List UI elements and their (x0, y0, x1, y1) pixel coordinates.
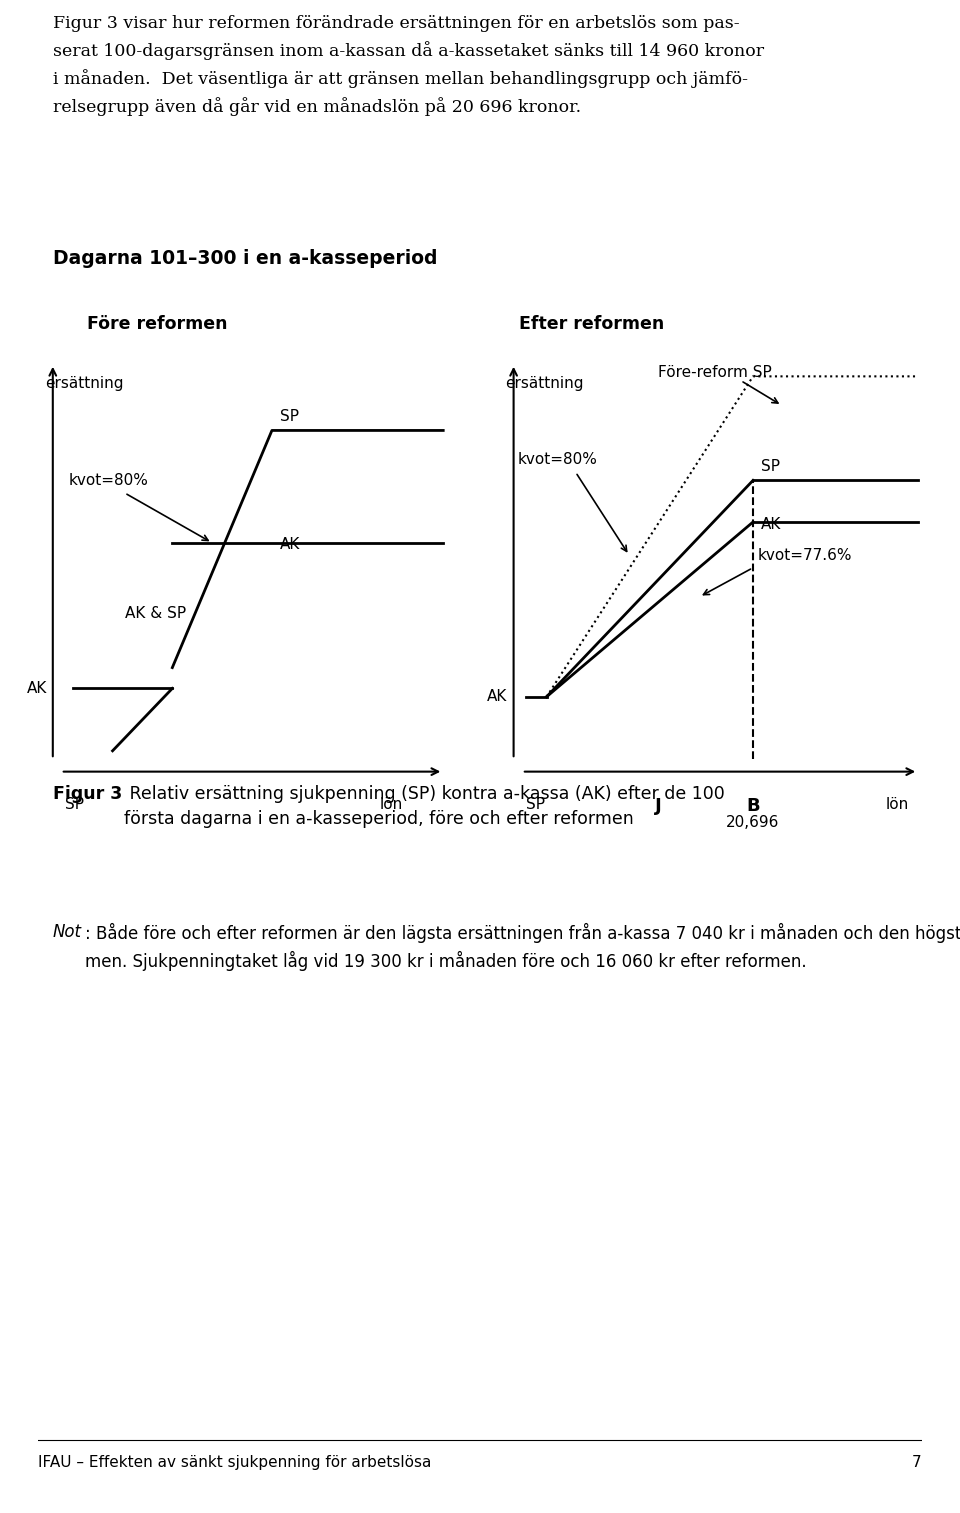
Text: Figur 3 visar hur reformen förändrade ersättningen för en arbetslös som pas-
ser: Figur 3 visar hur reformen förändrade er… (53, 15, 764, 115)
Text: 7: 7 (912, 1456, 922, 1469)
Text: SP: SP (526, 796, 545, 811)
Text: Dagarna 101–300 i en a-kasseperiod: Dagarna 101–300 i en a-kasseperiod (53, 250, 438, 268)
Text: AK & SP: AK & SP (125, 607, 185, 620)
Text: SP: SP (280, 409, 299, 424)
Text: lön: lön (886, 796, 909, 811)
Text: AK: AK (27, 681, 47, 696)
Text: Figur 3: Figur 3 (53, 785, 122, 803)
Text: Efter reformen: Efter reformen (519, 315, 664, 333)
Text: AK: AK (761, 516, 781, 531)
Text: lön: lön (380, 796, 403, 811)
Text: IFAU – Effekten av sänkt sjukpenning för arbetslösa: IFAU – Effekten av sänkt sjukpenning för… (38, 1456, 432, 1469)
Text: kvot=80%: kvot=80% (517, 452, 598, 468)
Text: Före reformen: Före reformen (87, 315, 228, 333)
Text: : Både före och efter reformen är den lägsta ersättningen från a-kassa 7 040 kr : : Både före och efter reformen är den lä… (84, 923, 960, 971)
Text: Relativ ersättning sjukpenning (SP) kontra a-kassa (AK) efter de 100
första daga: Relativ ersättning sjukpenning (SP) kont… (124, 785, 725, 828)
Text: SP: SP (64, 796, 84, 811)
Text: B: B (746, 796, 759, 814)
Text: SP: SP (761, 458, 780, 474)
Text: kvot=77.6%: kvot=77.6% (757, 548, 852, 563)
Text: AK: AK (487, 690, 508, 704)
Text: 20,696: 20,696 (727, 816, 780, 831)
Text: ersättning: ersättning (505, 377, 584, 392)
Text: AK: AK (280, 537, 300, 552)
Text: Not: Not (53, 923, 82, 941)
Text: kvot=80%: kvot=80% (69, 474, 149, 487)
Text: J: J (655, 796, 661, 814)
Text: Före-reform SP: Före-reform SP (659, 365, 772, 380)
Text: ersättning: ersättning (45, 377, 123, 392)
